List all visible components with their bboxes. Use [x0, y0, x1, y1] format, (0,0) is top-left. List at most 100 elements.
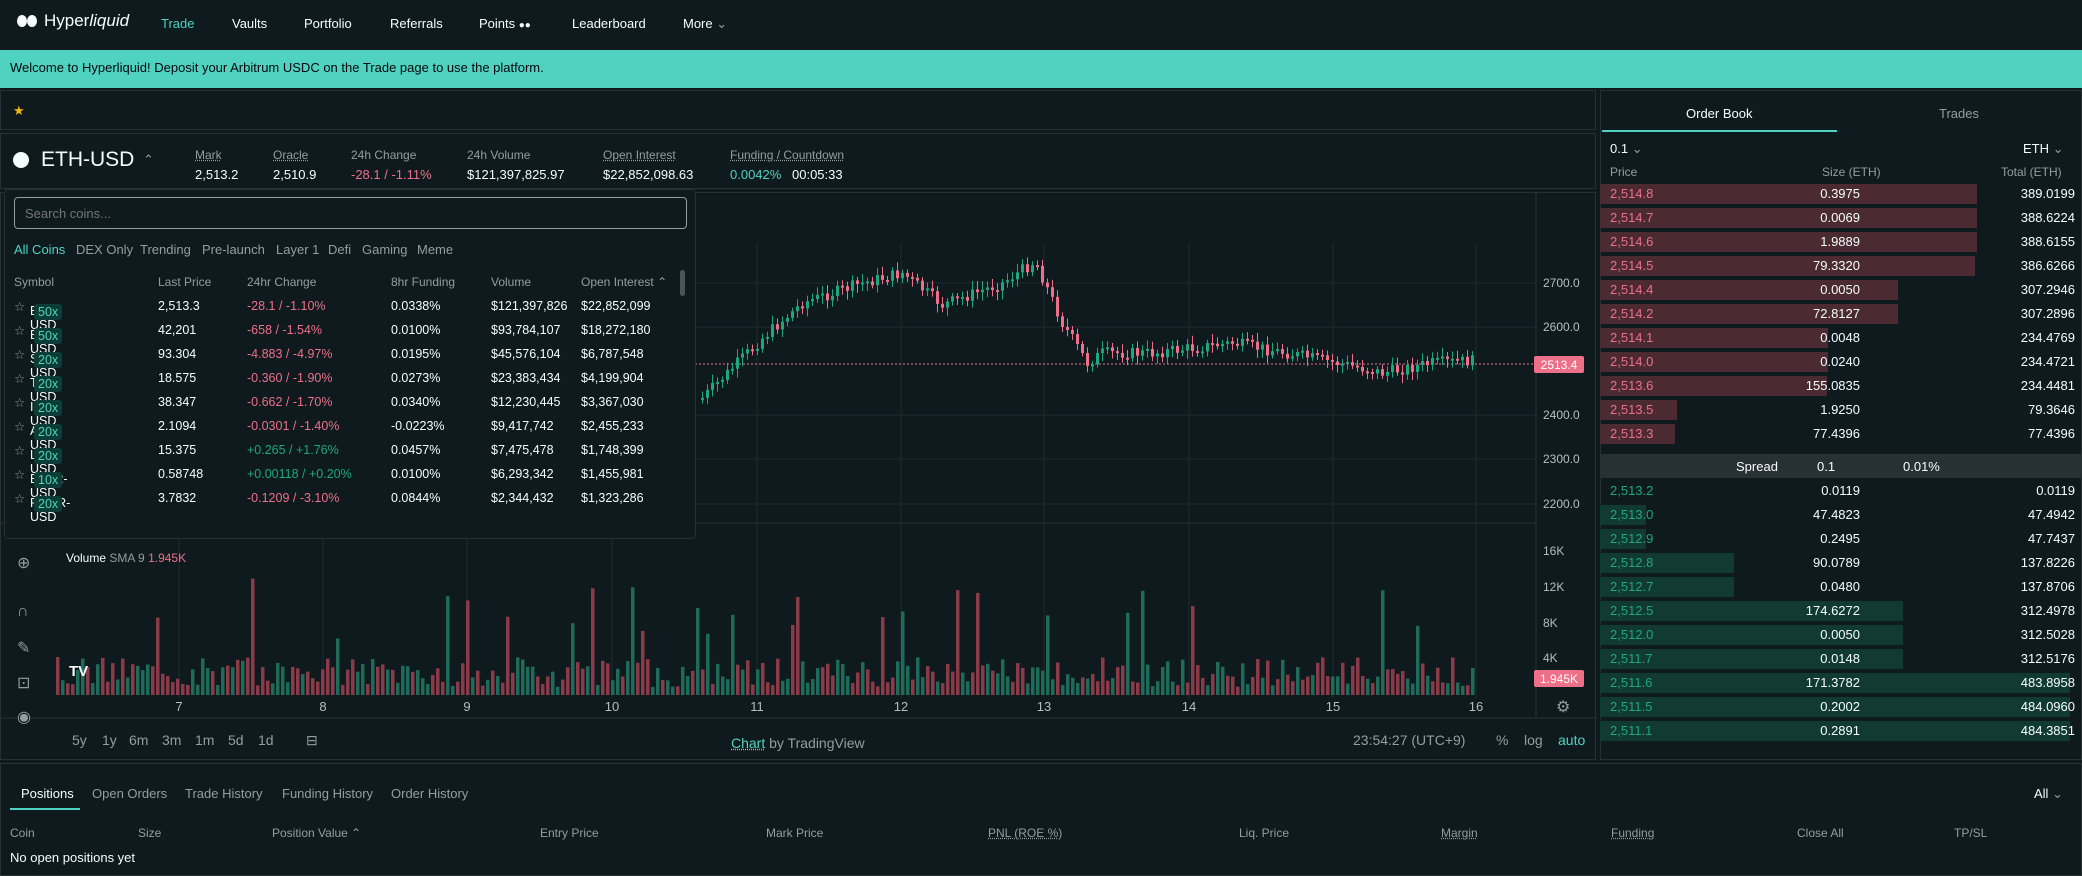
favorite-star-icon[interactable]: ☆	[14, 444, 26, 458]
percent-toggle[interactable]: %	[1496, 732, 1509, 748]
ask-row[interactable]: 2,513.5 1.9250 79.3646	[1600, 398, 2075, 422]
favorite-star-icon[interactable]: ☆	[14, 348, 26, 362]
nav-points[interactable]: Points ●●	[479, 16, 531, 31]
volume-bar	[946, 663, 950, 695]
nav-trade[interactable]: Trade	[161, 16, 195, 31]
asset-select[interactable]: ETH ⌄	[2023, 141, 2064, 157]
favorite-star-icon[interactable]: ☆	[14, 492, 26, 506]
cat-trending[interactable]: Trending	[140, 242, 191, 257]
tab-order-history[interactable]: Order History	[391, 786, 469, 801]
chart-link[interactable]: Chart	[731, 735, 766, 751]
settings-icon[interactable]: ⚙	[1556, 699, 1571, 716]
ask-row[interactable]: 2,514.5 79.3320 386.6266	[1600, 254, 2075, 278]
lock-icon[interactable]: ⊡	[17, 675, 31, 692]
ask-row[interactable]: 2,514.6 1.9889 388.6155	[1600, 230, 2075, 254]
ask-row[interactable]: 2,514.1 0.0048 234.4769	[1600, 326, 2075, 350]
search-input[interactable]	[14, 197, 687, 229]
bid-row[interactable]: 2,511.5 0.2002 484.0960	[1600, 695, 2075, 719]
tf-5y[interactable]: 5y	[72, 732, 87, 748]
favorite-star-icon[interactable]: ☆	[14, 420, 26, 434]
cat-defi[interactable]: Defi	[328, 242, 352, 257]
ask-row[interactable]: 2,514.8 0.3975 389.0199	[1600, 182, 2075, 206]
tf-3m[interactable]: 3m	[162, 732, 182, 748]
ask-row[interactable]: 2,514.7 0.0069 388.6224	[1600, 206, 2075, 230]
chevron-up-icon[interactable]: ⌃	[143, 152, 154, 167]
favorite-star-icon[interactable]: ☆	[14, 324, 26, 338]
cat-layer1[interactable]: Layer 1	[276, 242, 320, 257]
bid-row[interactable]: 2,512.0 0.0050 312.5028	[1600, 623, 2075, 647]
tradingview-logo[interactable]: TV	[69, 663, 89, 680]
tab-order-book[interactable]: Order Book	[1686, 106, 1753, 121]
tf-5d[interactable]: 5d	[228, 732, 244, 748]
col-open-interest[interactable]: Open Interest ⌃	[581, 275, 667, 289]
zoom-in-icon[interactable]: ⊕	[17, 555, 31, 572]
eye-icon[interactable]: ◉	[17, 709, 31, 726]
bid-row[interactable]: 2,512.8 90.0789 137.8226	[1600, 551, 2075, 575]
logo[interactable]: Hyperliquid	[16, 11, 129, 31]
favorite-star-icon[interactable]: ☆	[14, 396, 26, 410]
ask-row[interactable]: 2,513.3 77.4396 77.4396	[1600, 422, 2075, 446]
nav-referrals[interactable]: Referrals	[390, 16, 443, 31]
tf-6m[interactable]: 6m	[129, 732, 149, 748]
filter-select[interactable]: All ⌄	[2034, 786, 2063, 802]
auto-toggle[interactable]: auto	[1558, 732, 1586, 748]
bid-row[interactable]: 2,511.1 0.2891 484.3851	[1600, 719, 2075, 743]
date-range-icon[interactable]: ⊟	[306, 732, 318, 748]
bid-row[interactable]: 2,511.6 171.3782 483.8958	[1600, 671, 2075, 695]
bid-row[interactable]: 2,512.5 174.6272 312.4978	[1600, 599, 2075, 623]
pos-col-close-all[interactable]: Close All	[1797, 826, 1844, 840]
col-symbol[interactable]: Symbol	[14, 275, 55, 289]
bid-row[interactable]: 2,512.7 0.0480 137.8706	[1600, 575, 2075, 599]
favorite-star-icon[interactable]: ☆	[14, 372, 26, 386]
tab-open-orders[interactable]: Open Orders	[92, 786, 168, 801]
col-24h-change[interactable]: 24hr Change	[247, 275, 317, 289]
favorite-star-icon[interactable]: ☆	[14, 300, 26, 314]
bid-row[interactable]: 2,513.2 0.0119 0.0119	[1600, 479, 2075, 503]
pos-col-value[interactable]: Position Value ⌃	[272, 826, 361, 840]
tf-1d[interactable]: 1d	[258, 732, 274, 748]
bid-row[interactable]: 2,513.0 47.4823 47.4942	[1600, 503, 2075, 527]
favorite-star-icon[interactable]: ☆	[14, 468, 26, 482]
pencil-icon[interactable]: ✎	[17, 640, 31, 657]
ask-row[interactable]: 2,514.4 0.0050 307.2946	[1600, 278, 2075, 302]
pair-selector[interactable]: ETH-USD	[41, 148, 135, 171]
ask-row[interactable]: 2,513.6 155.0835 234.4481	[1600, 374, 2075, 398]
ask-row[interactable]: 2,514.0 0.0240 234.4721	[1600, 350, 2075, 374]
col-last-price[interactable]: Last Price	[158, 275, 212, 289]
tab-positions[interactable]: Positions	[21, 786, 74, 801]
cat-pre-launch[interactable]: Pre-launch	[202, 242, 265, 257]
cat-dex-only[interactable]: DEX Only	[76, 242, 134, 257]
scrollbar[interactable]	[680, 270, 685, 296]
nav-portfolio[interactable]: Portfolio	[304, 16, 352, 31]
tab-trade-history[interactable]: Trade History	[185, 786, 263, 801]
ask-row[interactable]: 2,514.2 72.8127 307.2896	[1600, 302, 2075, 326]
cat-gaming[interactable]: Gaming	[362, 242, 408, 257]
log-toggle[interactable]: log	[1524, 732, 1543, 748]
star-icon[interactable]: ★	[13, 103, 25, 118]
tab-funding-history[interactable]: Funding History	[282, 786, 374, 801]
nav-more[interactable]: More ⌄	[683, 16, 727, 32]
tab-trades[interactable]: Trades	[1939, 106, 1979, 121]
tf-1m[interactable]: 1m	[195, 732, 215, 748]
tf-1y[interactable]: 1y	[102, 732, 117, 748]
cat-all-coins[interactable]: All Coins	[14, 242, 66, 257]
bid-row[interactable]: 2,512.9 0.2495 47.7437	[1600, 527, 2075, 551]
col-volume[interactable]: Volume	[491, 275, 532, 289]
cat-meme[interactable]: Meme	[417, 242, 454, 257]
volume-bar	[1421, 663, 1425, 695]
tick-size-select[interactable]: 0.1 ⌄	[1610, 141, 1643, 157]
bid-row[interactable]: 2,511.7 0.0148 312.5176	[1600, 647, 2075, 671]
nav-vaults[interactable]: Vaults	[232, 16, 268, 31]
col-8h-funding[interactable]: 8hr Funding	[391, 275, 456, 289]
magnet-icon[interactable]: ∩	[17, 603, 29, 620]
nav-leaderboard[interactable]: Leaderboard	[572, 16, 646, 31]
